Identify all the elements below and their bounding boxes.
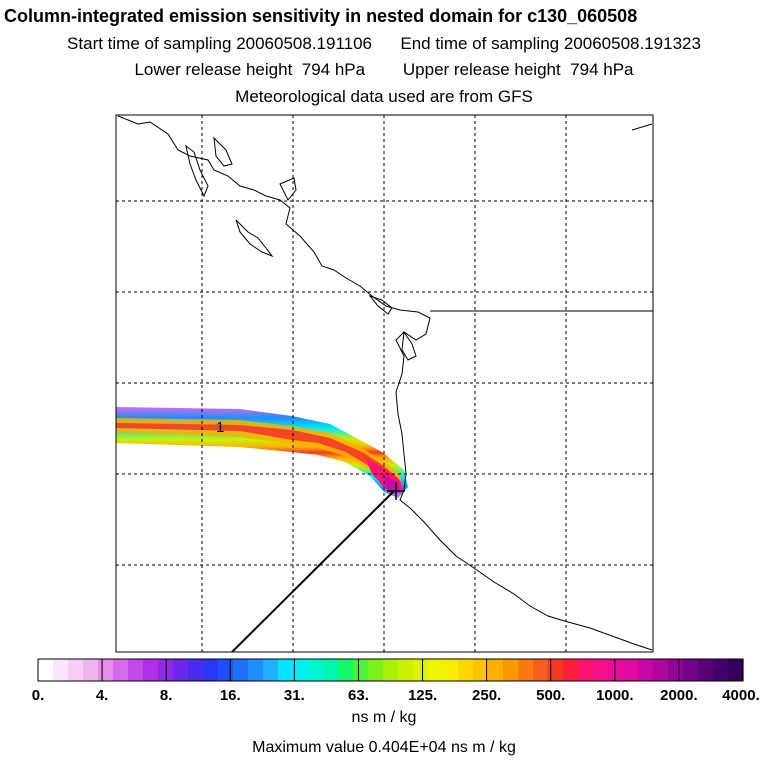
end-value: 20060508.191323 bbox=[563, 34, 701, 53]
colorbar-swatch bbox=[173, 659, 189, 681]
colorbar-tick-label: 31. bbox=[284, 687, 305, 704]
grid-lines bbox=[116, 115, 653, 652]
colorbar-tick-label: 125. bbox=[408, 687, 437, 704]
colorbar-swatch bbox=[368, 659, 384, 681]
colorbar-swatch bbox=[188, 659, 204, 681]
colorbar-swatch bbox=[383, 659, 399, 681]
colorbar-swatch bbox=[233, 659, 249, 681]
colorbar-swatch bbox=[698, 659, 714, 681]
colorbar-swatch bbox=[593, 659, 609, 681]
colorbar-swatch bbox=[458, 659, 474, 681]
colorbar-swatch bbox=[143, 659, 159, 681]
colorbar-swatch bbox=[398, 659, 414, 681]
colorbar-swatch bbox=[518, 659, 534, 681]
colorbar-tick-label: 8. bbox=[160, 687, 173, 704]
colorbar-swatch bbox=[428, 659, 444, 681]
upper-value: 794 hPa bbox=[570, 60, 634, 79]
colorbar-swatch bbox=[308, 659, 324, 681]
colorbar-tick-label: 63. bbox=[348, 687, 369, 704]
coastlines bbox=[117, 115, 653, 651]
colorbar-tick-label: 0. bbox=[32, 687, 45, 704]
colorbar-swatch bbox=[473, 659, 489, 681]
sampling-time-line: Start time of sampling 20060508.191106 E… bbox=[0, 34, 768, 54]
colorbar-swatch bbox=[323, 659, 339, 681]
colorbar-swatch bbox=[713, 659, 729, 681]
colorbar-swatch bbox=[338, 659, 354, 681]
colorbar bbox=[37, 658, 744, 682]
lower-value: 794 hPa bbox=[301, 60, 366, 79]
colorbar-tick-label: 4. bbox=[96, 687, 109, 704]
colorbar-swatch bbox=[128, 659, 144, 681]
colorbar-swatch bbox=[83, 659, 99, 681]
colorbar-swatch bbox=[38, 659, 54, 681]
colorbar-swatch bbox=[248, 659, 264, 681]
upper-label: Upper release height bbox=[402, 60, 561, 79]
colorbar-swatch bbox=[548, 659, 564, 681]
map-area: 1 bbox=[116, 115, 653, 652]
colorbar-swatch bbox=[488, 659, 504, 681]
start-label: Start time of sampling bbox=[67, 34, 232, 53]
colorbar-swatch bbox=[53, 659, 69, 681]
colorbar-swatch bbox=[263, 659, 279, 681]
colorbar-ticks: 0. 4. 8. 16. 31. 63. 125. 250. 500. 1000. 2000. 400… bbox=[32, 659, 760, 704]
map-frame bbox=[115, 114, 654, 653]
colorbar-swatch bbox=[653, 659, 669, 681]
colorbar-tick-label: 250. bbox=[472, 687, 501, 704]
colorbar-units: ns m / kg bbox=[351, 709, 417, 726]
end-label: End time of sampling bbox=[400, 34, 560, 53]
colorbar-swatch bbox=[623, 659, 639, 681]
colorbar-tick-label: 16. bbox=[220, 687, 241, 704]
max-value: 0.404E+04 bbox=[368, 739, 447, 756]
colorbar-tick-label: 500. bbox=[536, 687, 565, 704]
colorbar-swatch bbox=[578, 659, 594, 681]
lower-label: Lower release height bbox=[134, 60, 293, 79]
max-value-label: Maximum value bbox=[252, 739, 365, 756]
release-marker bbox=[231, 482, 405, 652]
colorbar-swatch bbox=[683, 659, 699, 681]
colorbar-swatch bbox=[533, 659, 549, 681]
colorbar-swatch bbox=[668, 659, 684, 681]
colorbar-swatch bbox=[353, 659, 369, 681]
colorbar-swatch bbox=[278, 659, 294, 681]
plume-band: 1 bbox=[116, 407, 408, 498]
colorbar-swatch bbox=[563, 659, 579, 681]
colorbar-swatch bbox=[728, 659, 744, 681]
chart-title: Column-integrated emission sensitivity i… bbox=[4, 6, 638, 26]
plume-label: 1 bbox=[216, 419, 224, 436]
colorbar-swatch bbox=[443, 659, 459, 681]
colorbar-swatch bbox=[68, 659, 84, 681]
met-data-line: Meteorological data used are from GFS bbox=[235, 87, 533, 106]
colorbar-swatch bbox=[413, 659, 429, 681]
release-height-line: Lower release height 794 hPa Upper relea… bbox=[0, 60, 768, 80]
max-value-line: Maximum value 0.404E+04 ns m / kg bbox=[0, 739, 768, 757]
colorbar-swatch bbox=[503, 659, 519, 681]
colorbar-swatch bbox=[113, 659, 129, 681]
colorbar-frame bbox=[37, 658, 744, 682]
colorbar-swatch bbox=[608, 659, 624, 681]
colorbar-tick-label: 1000. bbox=[596, 687, 634, 704]
colorbar-swatch bbox=[98, 659, 114, 681]
colorbar-swatch bbox=[203, 659, 219, 681]
colorbar-swatch bbox=[638, 659, 654, 681]
colorbar-swatch bbox=[293, 659, 309, 681]
start-value: 20060508.191106 bbox=[236, 34, 373, 53]
max-value-units: ns m / kg bbox=[450, 739, 516, 756]
colorbar-tick-label: 4000. bbox=[722, 687, 760, 704]
colorbar-tick-label: 2000. bbox=[660, 687, 698, 704]
colorbar-swatch bbox=[218, 659, 234, 681]
